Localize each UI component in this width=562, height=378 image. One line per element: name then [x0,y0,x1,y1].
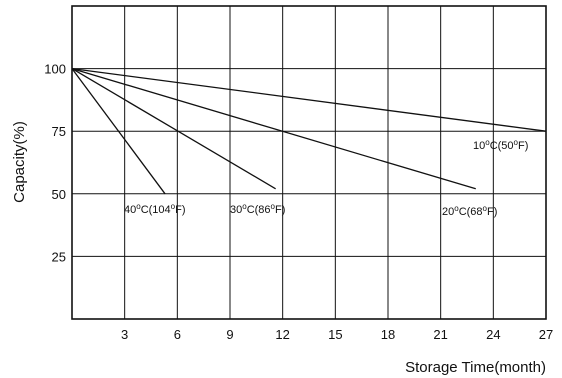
x-tick-label: 9 [226,327,233,342]
series-lines [71,67,547,195]
x-tick-labels: 3 6 9 12 15 18 21 24 27 [121,327,553,342]
x-tick-label: 15 [328,327,342,342]
series-label-3: 40oC(104oF) [124,202,186,216]
x-axis-label: Storage Time(month) [405,359,546,376]
series-label-0: 10oC(50oF) [473,138,528,152]
y-tick-labels: 25 50 75 100 [44,62,66,265]
x-tick-label: 21 [433,327,447,342]
x-tick-label: 3 [121,327,128,342]
series-label-1: 20oC(68oF) [442,204,497,218]
series-label-2: 30oC(86oF) [230,202,285,216]
series-line-3 [71,68,166,195]
series-line-0 [71,67,547,132]
x-tick-label: 18 [381,327,395,342]
grid [72,6,546,319]
y-tick-label: 25 [52,249,66,264]
series-labels: 10oC(50oF) 20oC(68oF) 30oC(86oF) 40oC(104oF… [124,138,528,218]
series-line-2 [71,68,276,190]
plot-frame [71,5,547,320]
y-tick-label: 100 [44,62,66,77]
x-tick-label: 6 [174,327,181,342]
y-axis-label: Capacity(%) [11,121,28,203]
y-tick-label: 50 [52,187,66,202]
x-tick-label: 27 [539,327,553,342]
y-tick-label: 75 [52,124,66,139]
x-tick-label: 12 [275,327,289,342]
x-tick-label: 24 [486,327,500,342]
series-line-1 [71,67,476,190]
